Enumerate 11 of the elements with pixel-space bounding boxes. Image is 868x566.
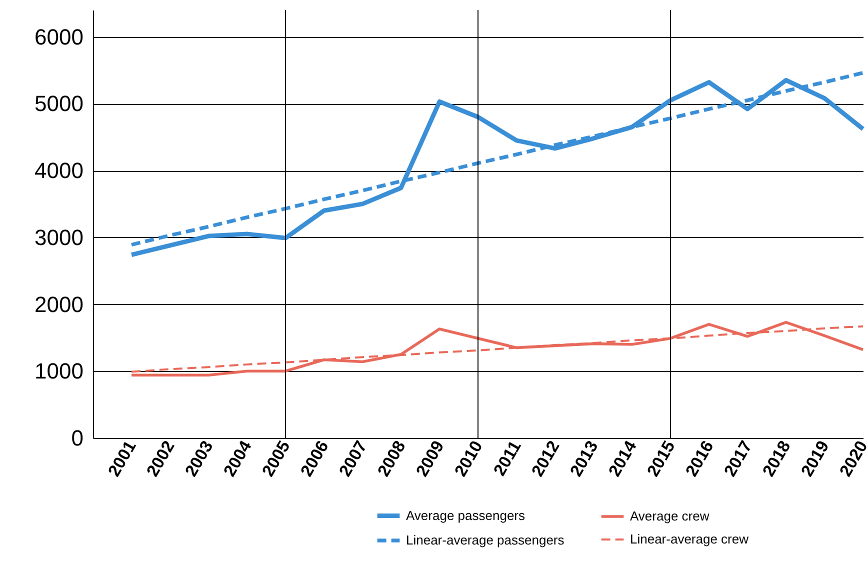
legend-label: Average passengers (406, 508, 526, 523)
legend-label: Linear-average crew (630, 532, 750, 546)
legend-label: Linear-average passengers (406, 532, 565, 548)
y-tick-label: 3000 (34, 224, 84, 250)
legend-label: Average crew (630, 508, 710, 524)
y-tick-label: 6000 (34, 24, 84, 50)
y-tick-label: 5000 (34, 91, 84, 116)
y-tick-label: 0 (71, 426, 84, 450)
y-tick-label: 1000 (34, 358, 84, 384)
y-tick-label: 4000 (34, 158, 84, 183)
y-tick-label: 2000 (34, 292, 84, 317)
